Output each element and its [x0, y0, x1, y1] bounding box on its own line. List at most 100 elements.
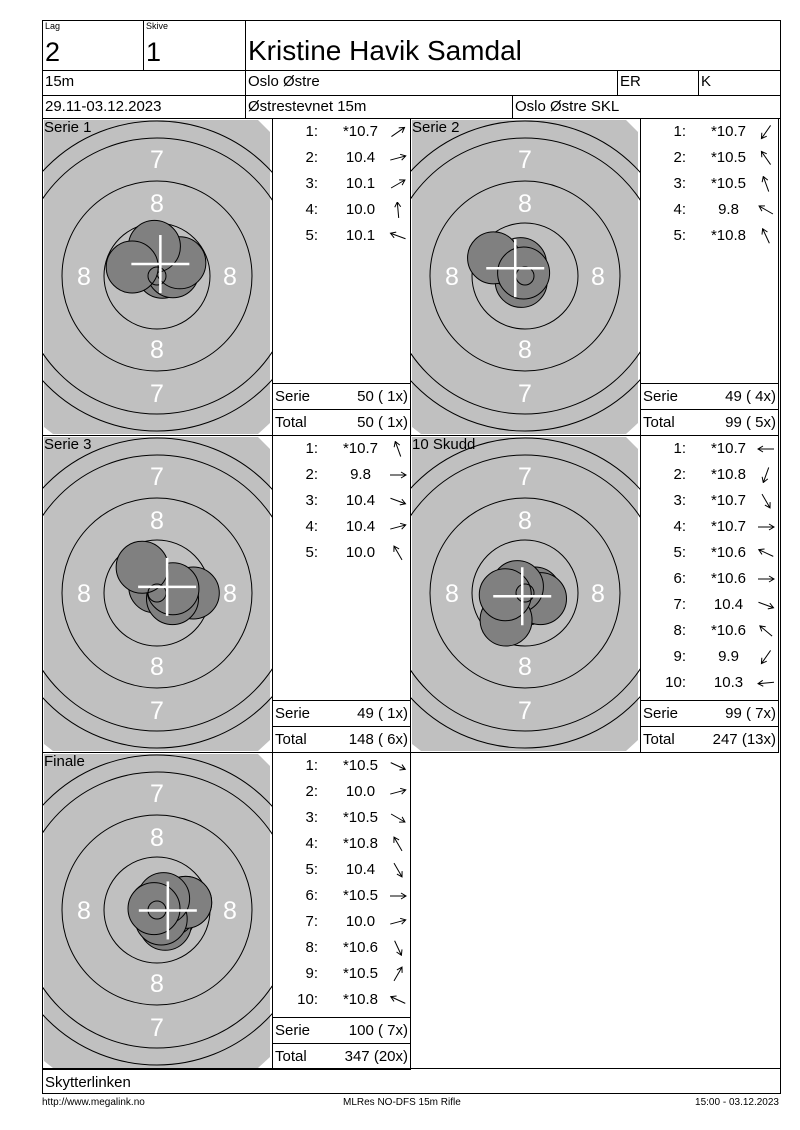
shot-score: *10.6	[342, 939, 379, 956]
shot-row: 6: *10.6	[641, 566, 778, 592]
shot-number: 2:	[305, 149, 318, 166]
shot-row: 2: *10.8	[641, 462, 778, 488]
target-chart: 7 8 8 8 8 7	[43, 437, 272, 751]
target-panel: Serie 2 7 8 8 8 8 7	[410, 118, 641, 436]
serie-sum-row: Serie 50 ( 1x)	[273, 383, 410, 409]
shot-row: 8: *10.6	[641, 618, 778, 644]
total-sum-row: Total 99 ( 5x)	[641, 409, 778, 435]
direction-arrow-icon	[393, 441, 402, 457]
ring-label: 8	[591, 580, 605, 608]
shot-score: *10.5	[342, 757, 379, 774]
total-label: Total	[643, 414, 675, 431]
total-label: Total	[275, 731, 307, 748]
shot-number: 1:	[305, 757, 318, 774]
shot-number: 1:	[305, 123, 318, 140]
target-ring	[411, 137, 640, 415]
shot-row: 1: *10.5	[273, 753, 410, 779]
ring-label: 8	[150, 507, 164, 535]
shot-score: *10.8	[342, 835, 379, 852]
ring-label: 7	[150, 697, 164, 725]
serie-label: Serie	[275, 1022, 311, 1039]
shot-number: 9:	[673, 648, 686, 665]
shot-hit	[105, 240, 159, 294]
ring-label: 8	[150, 970, 164, 998]
total-sum-row: Total 247 (13x)	[641, 726, 778, 752]
ring-label: 8	[77, 580, 91, 608]
shot-row: 2: 9.8	[273, 462, 410, 488]
shot-score: *10.6	[710, 570, 747, 587]
shot-score: 10.4	[345, 861, 376, 878]
shot-score: *10.5	[342, 965, 379, 982]
target-panel: 10 Skudd 7 8 8 8 8 7	[410, 435, 641, 753]
total-value: 50 ( 1x)	[357, 414, 408, 431]
shot-row: 4: *10.7	[641, 514, 778, 540]
target-ring	[61, 814, 253, 1006]
shot-score: *10.7	[342, 123, 379, 140]
shot-number: 3:	[673, 492, 686, 509]
serie-label: Serie	[643, 705, 679, 722]
direction-arrow-icon	[389, 995, 406, 1004]
shot-row: 7: 10.4	[641, 592, 778, 618]
shot-score: 9.8	[350, 466, 371, 483]
score-list: 1: *10.7 2: *10.8 3: *10.7 4: *10.7 5: *10.6 6: *10…	[640, 435, 779, 753]
direction-arrow-icon	[390, 917, 407, 925]
shot-row: 4: 10.0	[273, 197, 410, 223]
shot-score: *10.6	[710, 544, 747, 561]
direction-arrow-icon	[758, 601, 775, 610]
shot-row: 3: 10.4	[273, 488, 410, 514]
serie-value: 99 ( 7x)	[725, 705, 776, 722]
direction-arrow-icon	[393, 836, 403, 852]
shot-number: 8:	[673, 622, 686, 639]
direction-arrow-icon	[389, 231, 406, 240]
ring-label: 7	[150, 780, 164, 808]
lag-cell: Lag 2	[42, 20, 144, 71]
ten-ring	[147, 266, 167, 286]
serie-value: 50 ( 1x)	[357, 388, 408, 405]
shot-row: 5: 10.1	[273, 223, 410, 249]
shot-number: 9:	[305, 965, 318, 982]
shot-row: 2: 10.4	[273, 145, 410, 171]
direction-arrow-icon	[761, 493, 771, 509]
shot-number: 6:	[673, 570, 686, 587]
shot-number: 4:	[305, 201, 318, 218]
club: Oslo Østre	[245, 70, 618, 96]
direction-arrow-icon	[758, 575, 775, 583]
shot-number: 1:	[305, 440, 318, 457]
direction-arrow-icon	[390, 153, 407, 161]
target-panel: Serie 1 7 8 8 8 8 7	[42, 118, 273, 436]
shot-number: 2:	[673, 466, 686, 483]
panel-title: Finale	[44, 753, 85, 770]
shot-number: 7:	[305, 913, 318, 930]
target-chart: 7 8 8 8 8 7	[411, 437, 640, 751]
shot-score: *10.5	[342, 887, 379, 904]
ring-label: 8	[223, 263, 237, 291]
shot-score: 10.4	[713, 596, 744, 613]
shot-row: 4: 10.4	[273, 514, 410, 540]
ring-label: 7	[518, 380, 532, 408]
direction-arrow-icon	[757, 445, 774, 453]
direction-arrow-icon	[760, 650, 771, 665]
panel-title: Serie 3	[44, 436, 92, 453]
shot-number: 6:	[305, 887, 318, 904]
direction-arrow-icon	[760, 150, 771, 165]
direction-arrow-icon	[758, 205, 774, 215]
target-chart: 7 8 8 8 8 7	[43, 754, 272, 1068]
ring-label: 8	[518, 507, 532, 535]
direction-arrow-icon	[761, 176, 770, 192]
print-time: 15:00 - 03.12.2023	[695, 1097, 779, 1108]
direction-arrow-icon	[390, 892, 407, 900]
shot-number: 3:	[305, 492, 318, 509]
ring-label: 8	[223, 897, 237, 925]
url-link[interactable]: http://www.megalink.no	[42, 1097, 145, 1108]
shot-score: *10.7	[710, 492, 747, 509]
shot-score: 10.1	[345, 175, 376, 192]
ten-ring	[515, 583, 535, 603]
target-ring	[43, 437, 272, 749]
serie-sum-row: Serie 49 ( 1x)	[273, 700, 410, 726]
shot-score: *10.7	[710, 123, 747, 140]
ring-label: 7	[150, 1014, 164, 1042]
shot-hit	[497, 246, 551, 300]
shot-row: 4: 9.8	[641, 197, 778, 223]
ring-label: 7	[518, 146, 532, 174]
shot-row: 5: *10.6	[641, 540, 778, 566]
